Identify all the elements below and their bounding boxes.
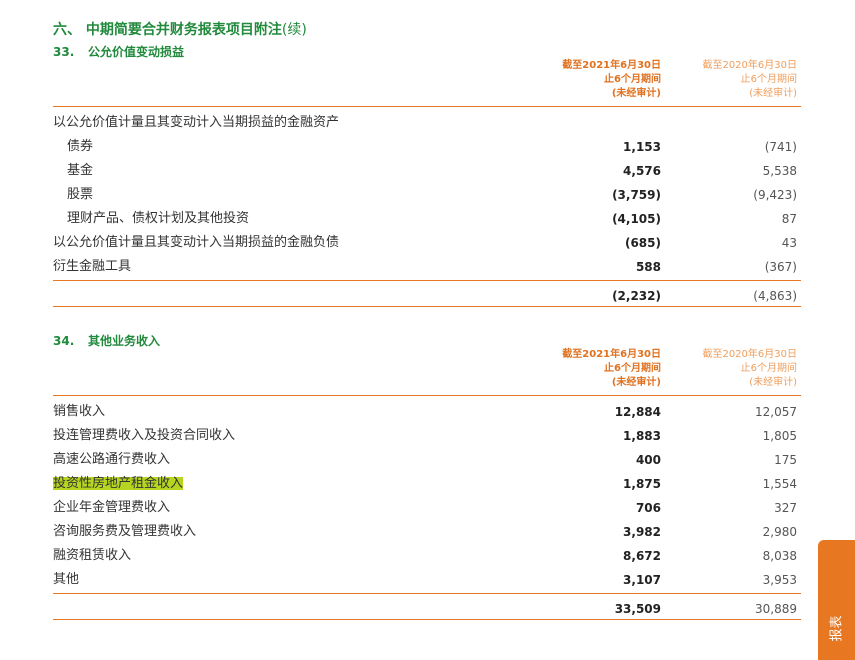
section-number: 33.: [53, 45, 75, 59]
current-value: 1,883: [623, 429, 661, 443]
rule: [53, 619, 801, 620]
prior-value: 2,980: [762, 525, 797, 539]
prior-value: 327: [774, 501, 797, 515]
section-title: 其他业务收入: [88, 334, 161, 348]
total-current: (2,232): [612, 289, 661, 303]
row-label: 以公允价值计量且其变动计入当期损益的金融资产: [53, 115, 340, 130]
row-label: 衍生金融工具: [53, 259, 132, 274]
rule: [53, 106, 801, 107]
page-title: 六、 中期简要合并财务报表项目附注(续): [53, 23, 307, 37]
rule: [53, 306, 801, 307]
row-label: 其他: [53, 572, 80, 587]
prior-value: 3,953: [762, 573, 797, 587]
row-label: 基金: [67, 163, 94, 178]
total-prior: (4,863): [753, 289, 797, 303]
row-label: 理财产品、债权计划及其他投资: [67, 211, 250, 226]
row-label: 销售收入: [53, 404, 106, 419]
column-header: 截至2020年6月30日: [702, 60, 797, 71]
column-header: (未经审计): [749, 377, 797, 388]
column-header: 止6个月期间: [740, 74, 797, 85]
prior-value: 12,057: [755, 405, 797, 419]
current-value: 1,153: [623, 140, 661, 154]
column-header: 截至2021年6月30日: [562, 349, 661, 360]
current-value: 3,107: [623, 573, 661, 587]
prior-value: (367): [764, 260, 797, 274]
current-value: 1,875: [623, 477, 661, 491]
prior-value: 1,554: [762, 477, 797, 491]
section-title: 公允价值变动损益: [88, 45, 185, 59]
title-suffix: (续): [281, 22, 307, 38]
column-header: 止6个月期间: [604, 363, 661, 374]
current-value: 588: [635, 260, 661, 274]
row-label: 融资租赁收入: [53, 548, 132, 563]
current-value: 400: [635, 453, 661, 467]
row-label: 企业年金管理费收入: [53, 500, 171, 515]
rule: [53, 593, 801, 594]
column-header: (未经审计): [749, 88, 797, 99]
column-header: 止6个月期间: [604, 74, 661, 85]
side-tab: 报表: [818, 540, 855, 660]
column-header: 止6个月期间: [740, 363, 797, 374]
prior-value: (741): [764, 140, 797, 154]
row-label: 投连管理费收入及投资合同收入: [53, 428, 236, 443]
prior-value: 43: [781, 236, 797, 250]
prior-value: 1,805: [762, 429, 797, 443]
row-label: 股票: [67, 187, 94, 202]
prior-value: (9,423): [753, 188, 797, 202]
column-header: (未经审计): [611, 377, 661, 388]
current-value: 4,576: [623, 164, 661, 178]
rule: [53, 280, 801, 281]
prior-value: 5,538: [762, 164, 797, 178]
rule: [53, 395, 801, 396]
row-label: 高速公路通行费收入: [53, 452, 171, 467]
current-value: (3,759): [612, 188, 661, 202]
column-header: 截至2021年6月30日: [562, 60, 661, 71]
row-label: 投资性房地产租金收入: [53, 476, 184, 491]
current-value: (685): [624, 236, 661, 250]
current-value: (4,105): [612, 212, 661, 226]
current-value: 12,884: [614, 405, 661, 419]
row-label: 以公允价值计量且其变动计入当期损益的金融负债: [53, 235, 340, 250]
row-label: 债券: [67, 139, 94, 154]
total-prior: 30,889: [755, 602, 797, 616]
row-label: 咨询服务费及管理费收入: [53, 524, 197, 539]
column-header: 截至2020年6月30日: [702, 349, 797, 360]
prior-value: 175: [774, 453, 797, 467]
side-tab-label: 报表: [829, 615, 845, 642]
column-header: (未经审计): [611, 88, 661, 99]
current-value: 3,982: [623, 525, 661, 539]
section-number: 34.: [53, 334, 75, 348]
total-current: 33,509: [614, 602, 661, 616]
prior-value: 87: [781, 212, 797, 226]
current-value: 706: [635, 501, 661, 515]
current-value: 8,672: [623, 549, 661, 563]
title: 六、 中期简要合并财务报表项目附注: [53, 22, 282, 38]
prior-value: 8,038: [762, 549, 797, 563]
